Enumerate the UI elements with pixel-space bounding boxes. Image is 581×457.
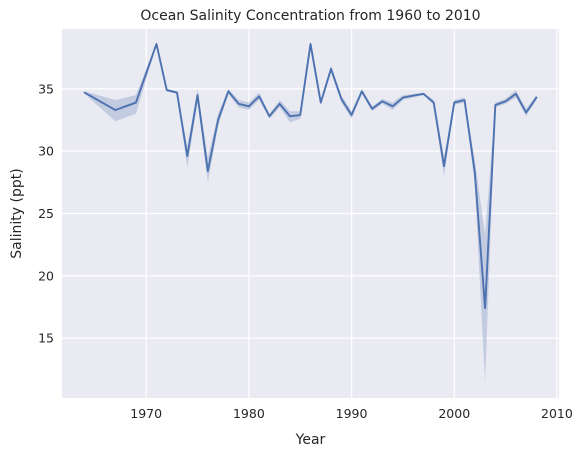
y-tick-label: 35 <box>38 81 54 96</box>
y-tick-label: 20 <box>38 268 54 283</box>
gridlines <box>62 29 559 398</box>
x-tick-labels: 1970 1980 1990 2000 2010 <box>130 406 573 421</box>
x-tick-label: 1970 <box>130 406 162 421</box>
y-tick-labels: 15 20 25 30 35 <box>38 81 54 345</box>
y-tick-label: 15 <box>38 331 54 346</box>
x-tick-label: 2000 <box>438 406 470 421</box>
x-tick-label: 1980 <box>233 406 265 421</box>
salinity-line <box>83 43 538 310</box>
y-axis-label: Salinity (ppt) <box>9 168 25 258</box>
x-axis-label: Year <box>295 432 326 448</box>
y-tick-label: 30 <box>38 144 54 159</box>
plot-series <box>83 42 538 382</box>
x-tick-label: 2010 <box>541 406 573 421</box>
x-tick-label: 1990 <box>336 406 368 421</box>
chart-title: Ocean Salinity Concentration from 1960 t… <box>140 8 480 24</box>
y-tick-label: 25 <box>38 206 54 221</box>
